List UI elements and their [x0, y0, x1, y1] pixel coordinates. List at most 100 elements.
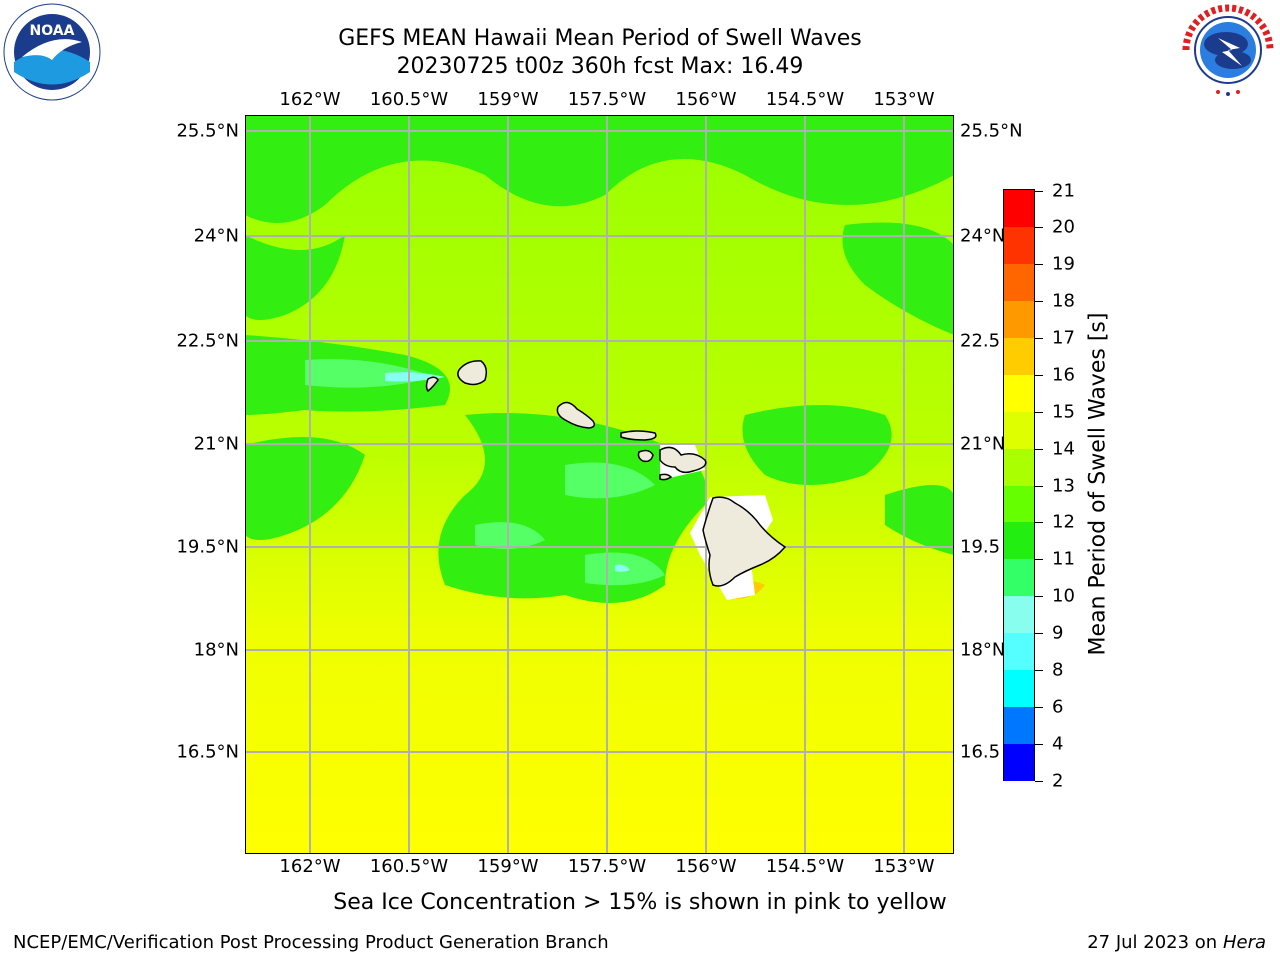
colorbar-tick [1035, 448, 1043, 450]
footer-date: 27 Jul 2023 on Hera [1087, 932, 1266, 953]
footer-host: Hera [1222, 932, 1266, 953]
lat-tick-left: 24°N [193, 225, 239, 247]
island-oahu [556, 401, 596, 429]
swell-field-region [245, 115, 954, 223]
island-kauai [457, 360, 488, 386]
lat-tick-left: 18°N [193, 639, 239, 661]
lon-tick-top: 154.5°W [765, 89, 845, 110]
sea-ice-caption: Sea Ice Concentration > 15% is shown in … [333, 890, 947, 915]
lon-tick-bottom: 153°W [873, 856, 935, 877]
colorbar-level-label: 11 [1052, 548, 1075, 570]
colorbar-level-label: 19 [1052, 253, 1075, 275]
lon-tick-top: 156°W [675, 89, 737, 110]
colorbar-segment [1004, 337, 1034, 375]
colorbar-segment [1004, 263, 1034, 302]
colorbar-level-label: 17 [1052, 327, 1075, 349]
lat-tick-right: 22.5 [960, 330, 1001, 352]
colorbar-tick [1035, 522, 1043, 524]
colorbar-tick [1035, 190, 1043, 192]
gridlines [245, 115, 954, 854]
swell-field-region [475, 522, 545, 549]
colorbar-level-label: 8 [1052, 659, 1064, 681]
island-niihau [425, 376, 439, 393]
colorbar-segment [1004, 632, 1034, 670]
colorbar-tick [1035, 633, 1043, 634]
lat-tick-left: 19.5°N [176, 536, 239, 558]
swell-field-region [438, 413, 707, 603]
lat-tick-left: 21°N [193, 433, 239, 455]
colorbar-segment [1004, 595, 1034, 633]
colorbar-segment [1004, 706, 1034, 744]
lon-tick-bottom: 157.5°W [567, 856, 647, 877]
lat-tick-right: 24°N [960, 225, 1006, 247]
footer-credit: NCEP/EMC/Verification Post Processing Pr… [13, 932, 609, 953]
svg-text:NOAA: NOAA [30, 23, 75, 39]
swell-field-region [615, 564, 630, 572]
lon-tick-top: 159°W [477, 89, 539, 110]
colorbar-segment [1004, 558, 1034, 597]
lon-tick-bottom: 159°W [477, 856, 539, 877]
colorbar-segment [1004, 190, 1034, 228]
colorbar-segment [1004, 485, 1034, 523]
colorbar-tick [1035, 227, 1043, 229]
colorbar-tick [1035, 411, 1043, 413]
lon-tick-bottom: 160.5°W [369, 856, 449, 877]
colorbar [1003, 189, 1035, 781]
colorbar-level-label: 13 [1052, 475, 1075, 496]
colorbar-level-label: 9 [1052, 622, 1064, 644]
island-lanai [637, 449, 654, 463]
lat-tick-right: 18°N [960, 639, 1006, 661]
colorbar-level-label: 12 [1052, 511, 1075, 533]
lat-tick-left: 22.5°N [176, 330, 239, 352]
swell-field-region [565, 462, 655, 499]
island-kahoolawe [659, 473, 673, 481]
colorbar-level-label: 18 [1052, 290, 1075, 312]
island-hawaii [702, 496, 787, 587]
colorbar-level-label: 2 [1052, 770, 1064, 791]
colorbar-segment [1004, 411, 1034, 449]
swell-field-region [245, 437, 365, 540]
swell-field-region [885, 485, 954, 555]
lat-tick-right: 25.5°N [960, 120, 1023, 142]
swell-field-region [245, 235, 345, 320]
footer-date-text: 27 Jul 2023 on [1087, 932, 1223, 953]
colorbar-title: Mean Period of Swell Waves [s] [1085, 312, 1111, 656]
lat-tick-right: 21°N [960, 433, 1006, 455]
colorbar-level-label: 15 [1052, 401, 1075, 423]
lon-tick-top: 160.5°W [369, 89, 449, 110]
colorbar-level-label: 4 [1052, 733, 1064, 755]
colorbar-tick [1035, 338, 1043, 339]
swell-period-map [245, 115, 954, 854]
lon-tick-bottom: 162°W [279, 856, 341, 877]
lon-tick-top: 153°W [873, 89, 935, 110]
colorbar-level-label: 10 [1052, 585, 1075, 607]
colorbar-tick [1035, 596, 1043, 598]
colorbar-segment [1004, 374, 1034, 412]
colorbar-segment [1004, 226, 1034, 265]
map-title: GEFS MEAN Hawaii Mean Period of Swell Wa… [338, 26, 862, 51]
lat-tick-left: 16.5°N [176, 741, 239, 763]
lon-tick-bottom: 156°W [675, 856, 737, 877]
colorbar-level-label: 14 [1052, 438, 1075, 460]
colorbar-tick [1035, 669, 1043, 671]
map-subtitle: 20230725 t00z 360h fcst Max: 16.49 [396, 54, 804, 79]
colorbar-tick [1035, 264, 1043, 266]
colorbar-level-label: 20 [1052, 216, 1075, 238]
lat-tick-left: 25.5°N [176, 120, 239, 142]
colorbar-segment [1004, 521, 1034, 560]
colorbar-level-label: 21 [1052, 180, 1075, 201]
swell-field-region [842, 222, 954, 335]
colorbar-tick [1035, 301, 1043, 303]
colorbar-tick [1035, 559, 1043, 561]
colorbar-tick [1035, 780, 1043, 782]
lat-tick-right: 16.5 [960, 741, 1001, 763]
colorbar-segment [1004, 743, 1034, 781]
colorbar-level-label: 6 [1052, 696, 1064, 718]
island-maui [659, 446, 707, 474]
lon-tick-top: 162°W [279, 89, 341, 110]
colorbar-segment [1004, 669, 1034, 707]
island-molokai [620, 430, 657, 441]
lat-tick-right: 19.5 [960, 536, 1001, 558]
lon-tick-bottom: 154.5°W [765, 856, 845, 877]
colorbar-segment [1004, 300, 1034, 338]
